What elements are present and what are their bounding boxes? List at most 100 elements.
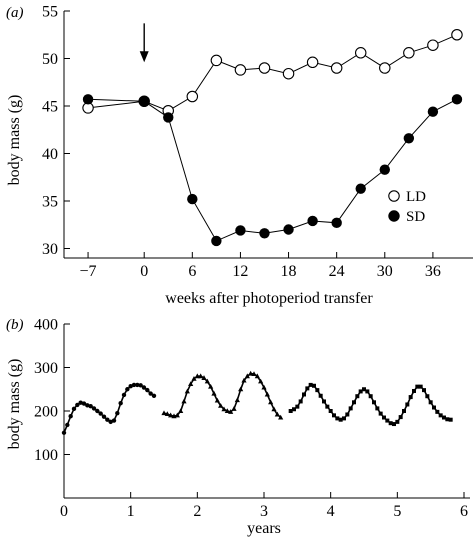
arrow-head [139, 51, 149, 63]
data-point-sd [283, 224, 294, 235]
x-tick-label: 24 [329, 263, 345, 280]
data-point-2 [298, 399, 303, 404]
data-point-0 [98, 411, 103, 416]
data-point-1 [161, 410, 167, 416]
x-tick-label: 5 [393, 503, 401, 520]
data-point-1 [168, 412, 174, 418]
x-tick-label: 1 [127, 503, 135, 520]
data-point-sd [403, 133, 415, 144]
data-point-1 [201, 375, 207, 380]
data-point-sd [187, 193, 198, 205]
data-point-0 [141, 385, 147, 390]
data-point-ld [210, 54, 223, 67]
panel-b-label: (b) [6, 317, 24, 333]
data-point-2 [445, 417, 450, 422]
data-point-0 [135, 382, 140, 388]
data-point-1 [274, 411, 280, 417]
data-point-2 [392, 422, 396, 427]
data-point-2 [428, 400, 433, 405]
data-point-1 [188, 381, 194, 387]
x-tick-label: 18 [281, 263, 297, 280]
series-line-0 [63, 384, 155, 434]
data-point-0 [85, 403, 90, 408]
data-point-2 [362, 387, 366, 392]
x-tick-label: 6 [188, 263, 196, 280]
data-point-2 [402, 409, 406, 413]
data-point-sd [235, 225, 246, 236]
x-tick-label: 6 [460, 503, 468, 520]
data-point-1 [208, 383, 214, 389]
data-point-1 [221, 406, 227, 412]
data-point-1 [194, 373, 200, 379]
x-tick-label: 4 [327, 503, 335, 520]
data-point-0 [91, 406, 97, 411]
data-point-1 [258, 378, 264, 384]
legend-ld-label: LD [406, 189, 426, 205]
data-point-2 [408, 395, 413, 400]
data-point-sd [427, 106, 439, 117]
data-point-1 [264, 391, 270, 397]
x-tick-label: 0 [60, 503, 68, 520]
data-point-1 [204, 378, 210, 384]
data-point-1 [234, 397, 240, 403]
y-tick-label: 35 [42, 194, 58, 211]
data-point-1 [268, 399, 274, 405]
data-point-0 [65, 422, 70, 428]
data-point-2 [295, 404, 300, 409]
data-point-0 [75, 402, 80, 408]
panel-a-label: (a) [6, 5, 24, 21]
panel-b-axes [63, 324, 470, 499]
data-point-ld [379, 62, 391, 74]
x-tick-label: 36 [425, 263, 441, 280]
data-point-2 [308, 382, 313, 387]
y-tick-label: 45 [42, 99, 58, 116]
data-point-2 [355, 394, 360, 399]
panel-a-data-points [82, 28, 463, 247]
data-point-1 [178, 408, 184, 413]
data-point-ld [282, 67, 295, 80]
data-point-0 [115, 410, 120, 416]
data-point-2 [425, 394, 430, 399]
data-point-0 [101, 414, 107, 419]
data-point-0 [88, 404, 93, 409]
panel-a-line-chart: (a) 30 35 40 45 50 55 −7 0 6 12 18 24 30 36 body mas… [6, 4, 473, 307]
data-point-sd [451, 94, 463, 105]
data-point-1 [224, 408, 230, 413]
panel-a-x-ticks: −7 0 6 12 18 24 30 36 [80, 252, 441, 280]
panel-a-x-axis-label: weeks after photoperiod transfer [165, 290, 373, 307]
data-point-ld [330, 62, 343, 74]
data-point-ld [403, 47, 415, 59]
data-point-2 [365, 389, 370, 394]
data-point-sd [211, 235, 222, 247]
data-point-2 [315, 388, 320, 393]
panel-a-y-ticks: 30 35 40 45 50 55 [42, 4, 70, 258]
panel-a-legend: LD SD [388, 189, 426, 225]
data-point-2 [398, 415, 403, 420]
data-point-2 [388, 421, 393, 426]
data-point-1 [164, 411, 170, 417]
data-point-ld [354, 47, 367, 59]
data-point-2 [438, 413, 443, 418]
data-point-2 [332, 413, 336, 418]
data-point-0 [81, 401, 87, 406]
data-point-0 [71, 406, 77, 412]
data-point-2 [352, 400, 356, 405]
legend-filled-circle-marker [388, 210, 400, 222]
data-point-0 [125, 387, 130, 392]
data-point-2 [395, 419, 400, 424]
data-point-sd [82, 94, 94, 105]
legend-sd-label: SD [406, 209, 425, 225]
data-point-2 [412, 388, 416, 393]
data-point-0 [95, 408, 100, 414]
data-point-2 [348, 406, 353, 411]
data-point-0 [121, 392, 127, 398]
legend-open-circle-marker [388, 190, 400, 202]
data-point-2 [405, 402, 410, 407]
data-point-0 [111, 418, 117, 423]
x-tick-label: 3 [260, 503, 268, 520]
x-tick-label: −7 [80, 263, 97, 280]
data-point-sd [307, 215, 318, 227]
panel-b-y-ticks: 100 200 300 400 [34, 317, 70, 464]
data-point-ld [234, 64, 247, 76]
data-point-2 [382, 415, 386, 420]
